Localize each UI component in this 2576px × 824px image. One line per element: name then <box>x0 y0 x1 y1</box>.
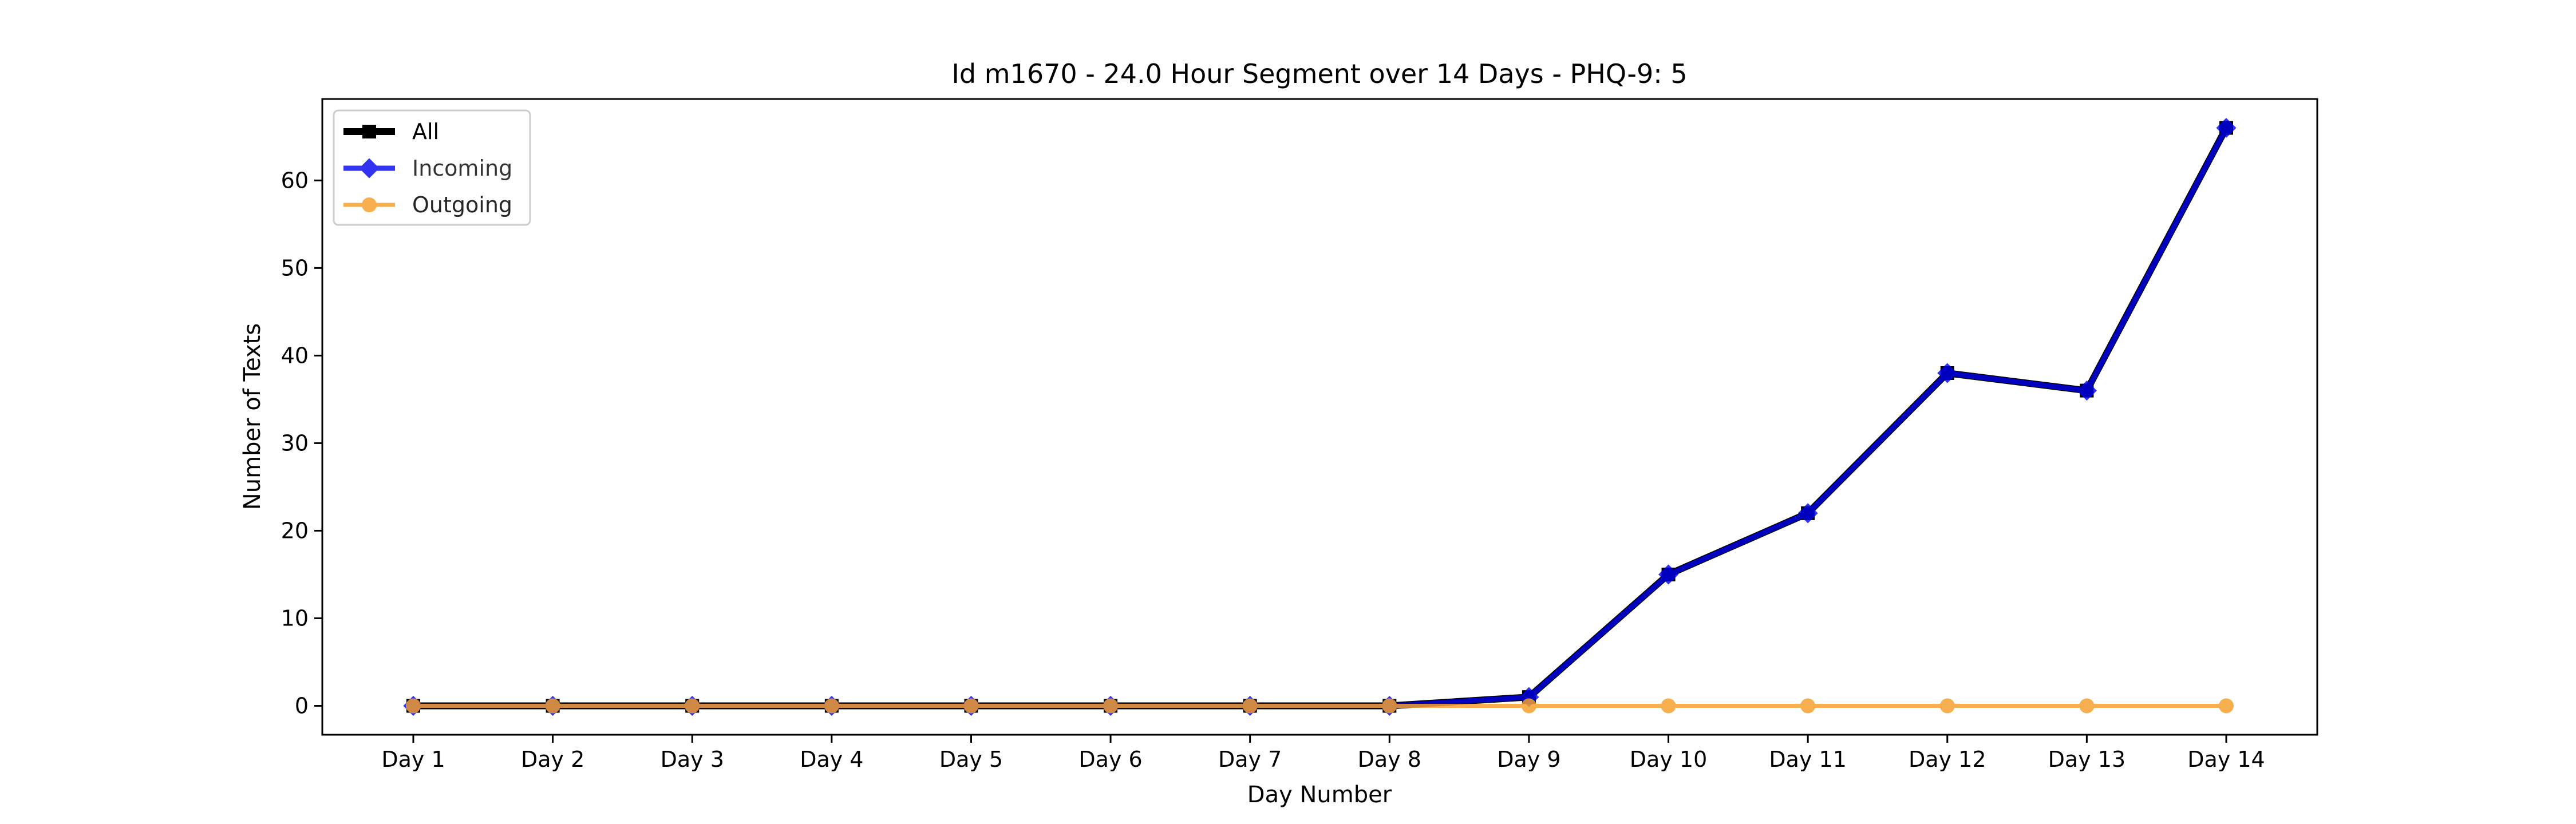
legend-label-all: All <box>412 119 439 144</box>
y-axis-label: Number of Texts <box>239 323 266 510</box>
x-tick-label: Day 14 <box>2187 747 2265 772</box>
y-tick-label: 50 <box>281 255 309 280</box>
x-tick-label: Day 13 <box>2048 747 2125 772</box>
x-tick-label: Day 9 <box>1497 747 1560 772</box>
series-line-incoming <box>413 126 2229 708</box>
legend-marker-outgoing <box>362 197 377 212</box>
data-point-incoming <box>1519 687 1539 707</box>
data-point-outgoing <box>2219 698 2234 714</box>
y-axis: 0 10 20 30 40 50 60 <box>281 168 322 719</box>
data-point-outgoing <box>2079 698 2095 714</box>
y-tick-label: 60 <box>281 168 309 193</box>
x-tick-label: Day 3 <box>661 747 724 772</box>
data-point-outgoing <box>1521 698 1536 714</box>
y-tick-label: 10 <box>281 605 309 631</box>
data-point-incoming <box>2216 117 2237 138</box>
legend-marker-all <box>362 125 376 138</box>
series-line-all <box>413 126 2230 710</box>
series-incoming <box>403 117 2237 716</box>
data-point-incoming <box>1797 503 1818 524</box>
legend: All Incoming Outgoing <box>333 109 531 226</box>
legend-item-all: All <box>343 119 439 144</box>
y-tick-label: 30 <box>281 430 309 455</box>
data-point-outgoing <box>1242 698 1258 714</box>
legend-label-incoming: Incoming <box>412 156 512 181</box>
series-all <box>406 121 2233 713</box>
data-point-incoming <box>2076 381 2097 401</box>
legend-box <box>333 109 531 226</box>
data-point-outgoing <box>1382 698 1397 714</box>
data-point-outgoing <box>406 698 421 714</box>
data-point-outgoing <box>545 698 560 714</box>
x-tick-label: Day 10 <box>1630 747 1707 772</box>
series-layer <box>403 117 2237 716</box>
x-tick-label: Day 1 <box>381 747 445 772</box>
x-tick-label: Day 6 <box>1078 747 1142 772</box>
data-point-outgoing <box>1800 698 1816 714</box>
data-point-outgoing <box>1939 698 1955 714</box>
data-point-outgoing <box>1103 698 1119 714</box>
x-axis-label: Day Number <box>1247 782 1392 808</box>
data-point-outgoing <box>963 698 979 714</box>
legend-marker-incoming <box>359 158 380 179</box>
data-point-outgoing <box>685 698 700 714</box>
x-tick-label: Day 11 <box>1769 747 1846 772</box>
plot-area <box>321 98 2318 736</box>
y-tick-label: 0 <box>295 694 309 719</box>
x-tick-label: Day 12 <box>1909 747 1986 772</box>
data-point-incoming <box>1937 363 1958 383</box>
data-point-incoming <box>1658 564 1679 585</box>
legend-item-outgoing: Outgoing <box>343 192 512 217</box>
x-tick-label: Day 2 <box>521 747 584 772</box>
data-point-outgoing <box>1661 698 1676 714</box>
x-tick-label: Day 5 <box>939 747 1003 772</box>
x-axis: Day 1 Day 2 Day 3 Day 4 Day 5 Day 6 Day 7 Day 8… <box>381 735 2265 772</box>
legend-label-outgoing: Outgoing <box>412 192 512 217</box>
y-tick-label: 40 <box>281 343 309 368</box>
series-outgoing <box>406 698 2234 714</box>
y-tick-label: 20 <box>281 518 309 543</box>
data-point-outgoing <box>824 698 839 714</box>
x-tick-label: Day 4 <box>800 747 863 772</box>
chart-title: Id m1670 - 24.0 Hour Segment over 14 Day… <box>951 58 1687 89</box>
legend-item-incoming: Incoming <box>343 156 512 181</box>
x-tick-label: Day 8 <box>1358 747 1421 772</box>
x-tick-label: Day 7 <box>1218 747 1282 772</box>
